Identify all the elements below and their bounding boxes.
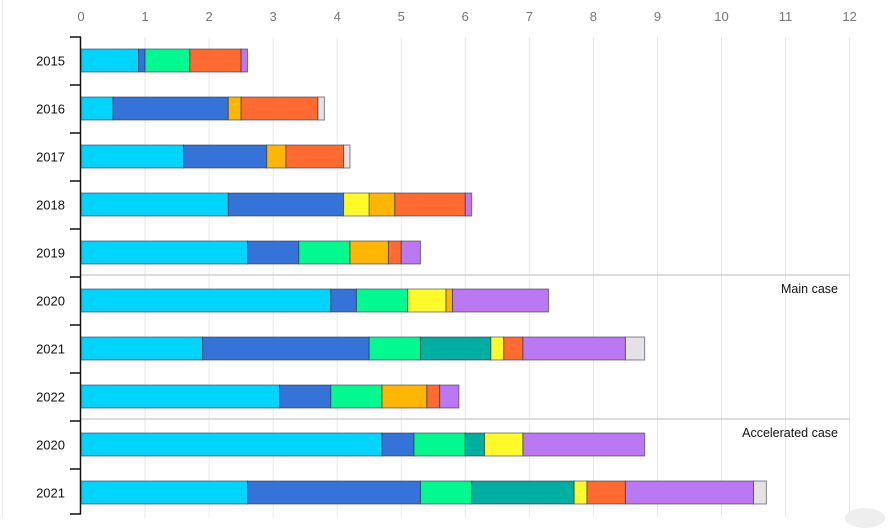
bar-segment xyxy=(484,432,524,457)
bar-segment xyxy=(240,48,249,73)
bar-segment xyxy=(753,480,767,505)
section-label: Accelerated case xyxy=(742,426,838,440)
bar-segment xyxy=(522,432,646,457)
bar-segment xyxy=(349,240,389,265)
bar-segment xyxy=(586,480,626,505)
x-tick-label: 12 xyxy=(842,9,856,24)
bar-segment xyxy=(80,432,383,457)
x-tick-label: 4 xyxy=(334,9,341,24)
bar-segment xyxy=(80,480,249,505)
x-tick-label: 8 xyxy=(590,9,597,24)
bar-segment xyxy=(368,192,396,217)
bar-segment xyxy=(445,288,453,313)
section-label: Main case xyxy=(781,282,838,296)
x-tick-label: 6 xyxy=(462,9,469,24)
bar-segment xyxy=(266,144,287,169)
bar-segment xyxy=(80,384,281,409)
bar-segment xyxy=(189,48,242,73)
bar-segment xyxy=(471,480,575,505)
x-tick-label: 1 xyxy=(141,9,148,24)
bar-segment xyxy=(80,240,249,265)
bar-segment xyxy=(285,144,345,169)
category-label: 2016 xyxy=(36,102,65,117)
bar-segment xyxy=(330,288,357,313)
bar-segment xyxy=(80,336,204,361)
bar-segment xyxy=(407,288,447,313)
category-label: 2015 xyxy=(36,54,65,69)
bar-segment xyxy=(80,144,184,169)
bar-segment xyxy=(227,96,242,121)
frame-left-border xyxy=(2,0,3,517)
bar-segment xyxy=(419,480,473,505)
x-tick-label: 7 xyxy=(526,9,533,24)
bar-segment xyxy=(413,432,466,457)
section-separators: Main case Accelerated case xyxy=(81,274,850,440)
bar-segment xyxy=(464,192,473,217)
bar-segment xyxy=(426,384,441,409)
category-label: 2020 xyxy=(36,294,65,309)
y-axis-labels: 2015 2016 2017 2018 2019 2020 2021 2022 2020 2021 xyxy=(36,54,65,501)
bar-segment xyxy=(182,144,268,169)
x-tick-label: 11 xyxy=(779,9,793,24)
category-label: 2021 xyxy=(36,486,65,501)
y-axis xyxy=(70,36,82,515)
x-tick-label: 5 xyxy=(398,9,405,24)
bar-segment xyxy=(343,192,370,217)
bar-segment xyxy=(144,48,191,73)
bar-segment xyxy=(400,240,421,265)
bar-segment xyxy=(317,96,325,121)
category-label: 2017 xyxy=(36,150,65,165)
bar-segment xyxy=(368,336,421,361)
bar-segment xyxy=(343,144,351,169)
bar-segment xyxy=(573,480,588,505)
bar-segment xyxy=(624,336,646,361)
bar-segment xyxy=(381,432,415,457)
bar-segment xyxy=(240,96,319,121)
category-label: 2020 xyxy=(36,438,65,453)
bar-segment xyxy=(80,96,114,121)
bar-segment xyxy=(80,288,332,313)
category-label: 2018 xyxy=(36,198,65,213)
bar-segment xyxy=(490,336,505,361)
bar-segment xyxy=(522,336,626,361)
bar-segment xyxy=(80,192,229,217)
bars xyxy=(80,48,767,505)
category-label: 2021 xyxy=(36,342,65,357)
scroll-indicator xyxy=(845,508,885,528)
bar-segment xyxy=(624,480,755,505)
bar-segment xyxy=(298,240,351,265)
bar-segment xyxy=(387,240,402,265)
x-axis-ticks: 0 1 2 3 4 5 6 7 8 9 10 11 12 xyxy=(77,9,856,24)
bar-segment xyxy=(227,192,345,217)
bar-segment xyxy=(279,384,332,409)
x-tick-label: 3 xyxy=(270,9,277,24)
bar-segment xyxy=(451,288,550,313)
bar-segment xyxy=(247,480,421,505)
bar-segment xyxy=(503,336,524,361)
x-tick-label: 10 xyxy=(714,9,728,24)
bar-segment xyxy=(80,48,140,73)
category-label: 2022 xyxy=(36,390,65,405)
bar-segment xyxy=(247,240,300,265)
x-tick-label: 2 xyxy=(205,9,212,24)
bar-segment xyxy=(138,48,146,73)
x-tick-label: 0 xyxy=(77,9,84,24)
bar-segment xyxy=(464,432,486,457)
bar-segment xyxy=(112,96,229,121)
bar-segment xyxy=(394,192,466,217)
bar-segment xyxy=(381,384,428,409)
bar-segment xyxy=(355,288,409,313)
bar-segment xyxy=(419,336,492,361)
x-tick-label: 9 xyxy=(654,9,661,24)
bar-segment xyxy=(439,384,460,409)
bar-segment xyxy=(330,384,383,409)
bar-segment xyxy=(202,336,370,361)
category-label: 2019 xyxy=(36,246,65,261)
